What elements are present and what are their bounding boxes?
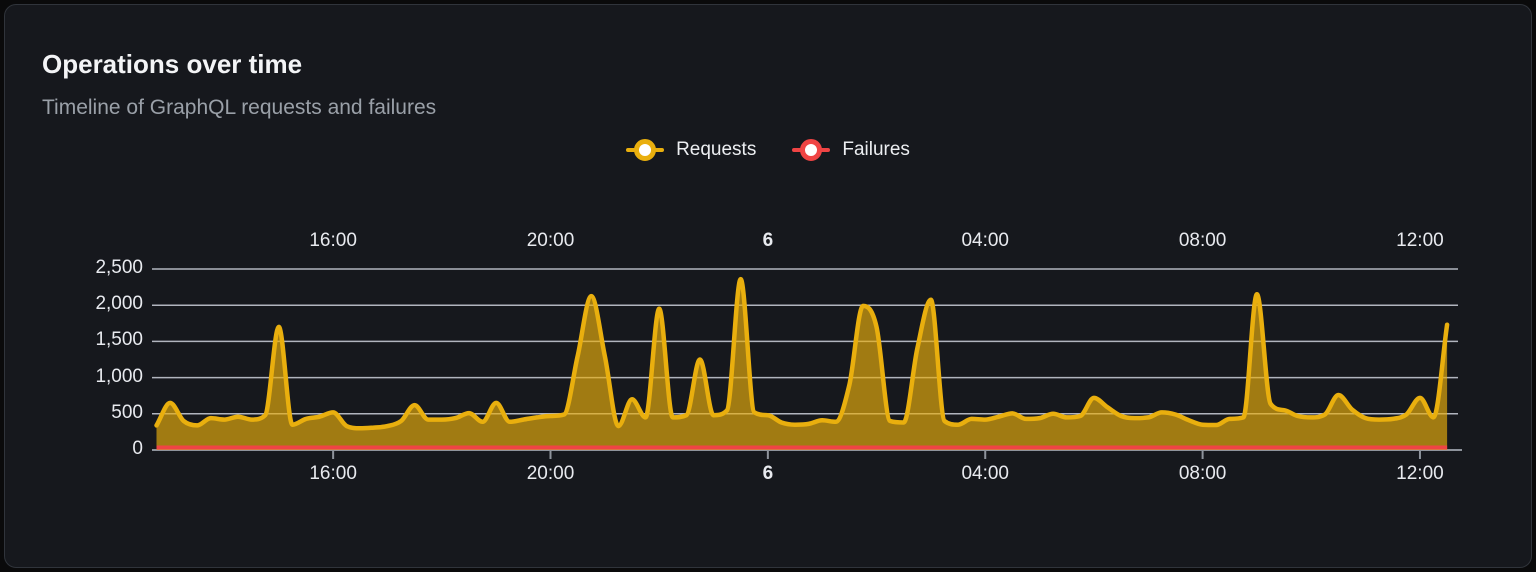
requests-area: [156, 279, 1448, 450]
x-axis-label-bottom: 12:00: [1396, 463, 1444, 484]
x-axis-label-top: 16:00: [309, 230, 357, 251]
page-subtitle: Timeline of GraphQL requests and failure…: [42, 96, 437, 119]
x-axis-label-bottom: 6: [762, 463, 774, 484]
failures-marker-dot-icon: [800, 139, 823, 161]
page-title: Operations over time: [42, 49, 303, 79]
legend-label-requests: Requests: [676, 139, 757, 160]
requests-series-marker-icon: [626, 138, 665, 162]
x-axis-label-bottom: 16:00: [309, 463, 357, 484]
y-axis-label: 0: [132, 438, 143, 459]
x-axis-label-bottom: 04:00: [961, 463, 1009, 484]
legend-item-requests[interactable]: Requests: [626, 138, 756, 162]
x-axis-label-top: 12:00: [1396, 230, 1444, 251]
x-axis-label-bottom: 08:00: [1178, 463, 1227, 484]
legend-item-failures[interactable]: Failures: [792, 138, 910, 162]
requests-marker-dot-icon: [634, 139, 657, 161]
chart-legend: Requests Failures: [0, 138, 1536, 162]
y-axis-label: 1,500: [95, 329, 143, 351]
y-axis-label: 500: [111, 401, 143, 423]
requests-line: [154, 276, 1450, 431]
failures-series-marker-icon: [792, 138, 831, 162]
x-axis-label-top: 08:00: [1178, 230, 1227, 251]
x-axis-label-bottom: 20:00: [526, 463, 575, 484]
y-axis-label: 2,000: [95, 293, 143, 315]
legend-label-failures: Failures: [842, 139, 910, 160]
x-axis-label-top: 04:00: [961, 230, 1009, 251]
y-axis-label: 2,500: [95, 257, 143, 278]
x-axis-label-top: 6: [762, 230, 774, 251]
chart-card: [4, 4, 1532, 568]
x-axis-label-top: 20:00: [526, 230, 575, 251]
y-axis-label: 1,000: [95, 365, 143, 387]
